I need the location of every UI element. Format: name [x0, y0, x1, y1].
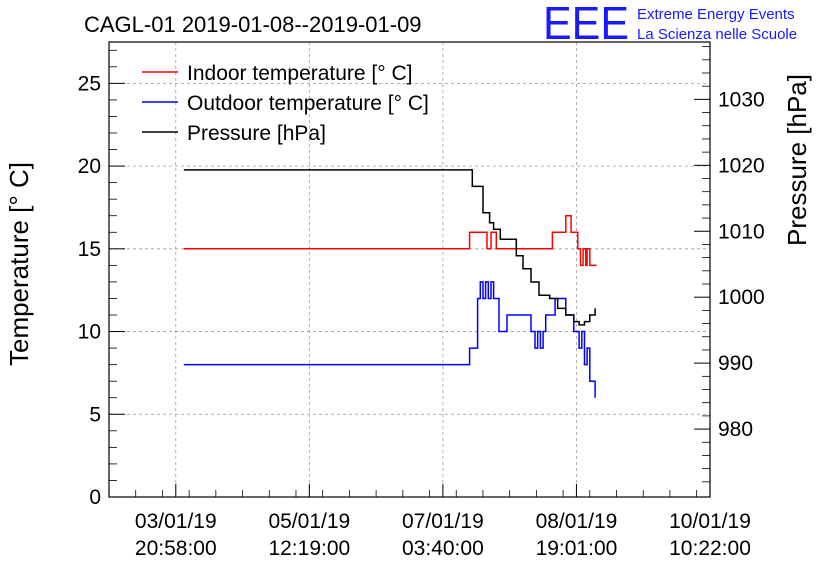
series-line-1 [183, 281, 596, 398]
x-tick-time: 10:22:00 [669, 537, 751, 560]
plot-frame [108, 41, 711, 498]
y-left-tick-label: 20 [78, 155, 101, 178]
y-right-tick-label: 1010 [718, 220, 765, 243]
y-axis-left-title: Temperature [° C] [4, 162, 34, 366]
legend-label-0: Indoor temperature [° C] [187, 62, 413, 85]
x-tick-time: 20:58:00 [135, 537, 217, 560]
x-tick-label: 10/01/19 10:22:00 [669, 510, 751, 560]
x-tick-time: 19:01:00 [536, 537, 618, 560]
x-tick-time: 12:19:00 [268, 537, 350, 560]
x-tick-time: 03:40:00 [402, 537, 484, 560]
legend-label-1: Outdoor temperature [° C] [187, 92, 429, 115]
y-right-tick-label: 1030 [718, 88, 765, 111]
logo-line-1: Extreme Energy Events [637, 6, 795, 23]
eee-logo: EEE Extreme Energy Events La Scienza nel… [543, 0, 797, 49]
y-left-tick-label: 25 [78, 72, 101, 95]
y-right-tick-label: 1000 [718, 286, 765, 309]
series-layer [183, 169, 597, 398]
y-left-tick-label: 10 [78, 321, 101, 344]
series-line-2 [183, 169, 596, 326]
y-axis-right-title: Pressure [hPa] [782, 74, 812, 246]
y-right-tick-label: 990 [718, 352, 753, 375]
x-tick-label: 07/01/19 03:40:00 [402, 510, 484, 560]
x-tick-label: 08/01/19 19:01:00 [536, 510, 618, 560]
y-left-tick-label: 0 [89, 486, 101, 509]
x-axis: 03/01/19 20:58:00 05/01/19 12:19:00 07/01/19… [135, 484, 751, 560]
y-left-tick-label: 5 [89, 403, 101, 426]
y-axis-left: 0 5 10 15 20 25 [78, 49, 125, 509]
x-tick-label: 05/01/19 12:19:00 [268, 510, 350, 560]
y-right-tick-label: 980 [718, 418, 753, 441]
x-tick-date: 10/01/19 [669, 510, 751, 533]
y-left-tick-label: 15 [78, 238, 101, 261]
logo-letters: EEE [543, 0, 629, 49]
y-axis-right: 980 990 1000 1010 1020 1030 [694, 46, 765, 483]
y-right-tick-label: 1020 [718, 154, 765, 177]
legend: Indoor temperature [° C] Outdoor temperat… [142, 62, 429, 145]
x-tick-date: 05/01/19 [268, 510, 350, 533]
x-tick-date: 03/01/19 [135, 510, 217, 533]
logo-line-2: La Scienza nelle Scuole [637, 26, 797, 43]
legend-label-2: Pressure [hPa] [187, 122, 326, 145]
x-tick-date: 07/01/19 [402, 510, 484, 533]
x-tick-label: 03/01/19 20:58:00 [135, 510, 217, 560]
series-line-0 [183, 214, 597, 267]
x-tick-date: 08/01/19 [536, 510, 618, 533]
chart-title: CAGL-01 2019-01-08--2019-01-09 [84, 12, 422, 37]
